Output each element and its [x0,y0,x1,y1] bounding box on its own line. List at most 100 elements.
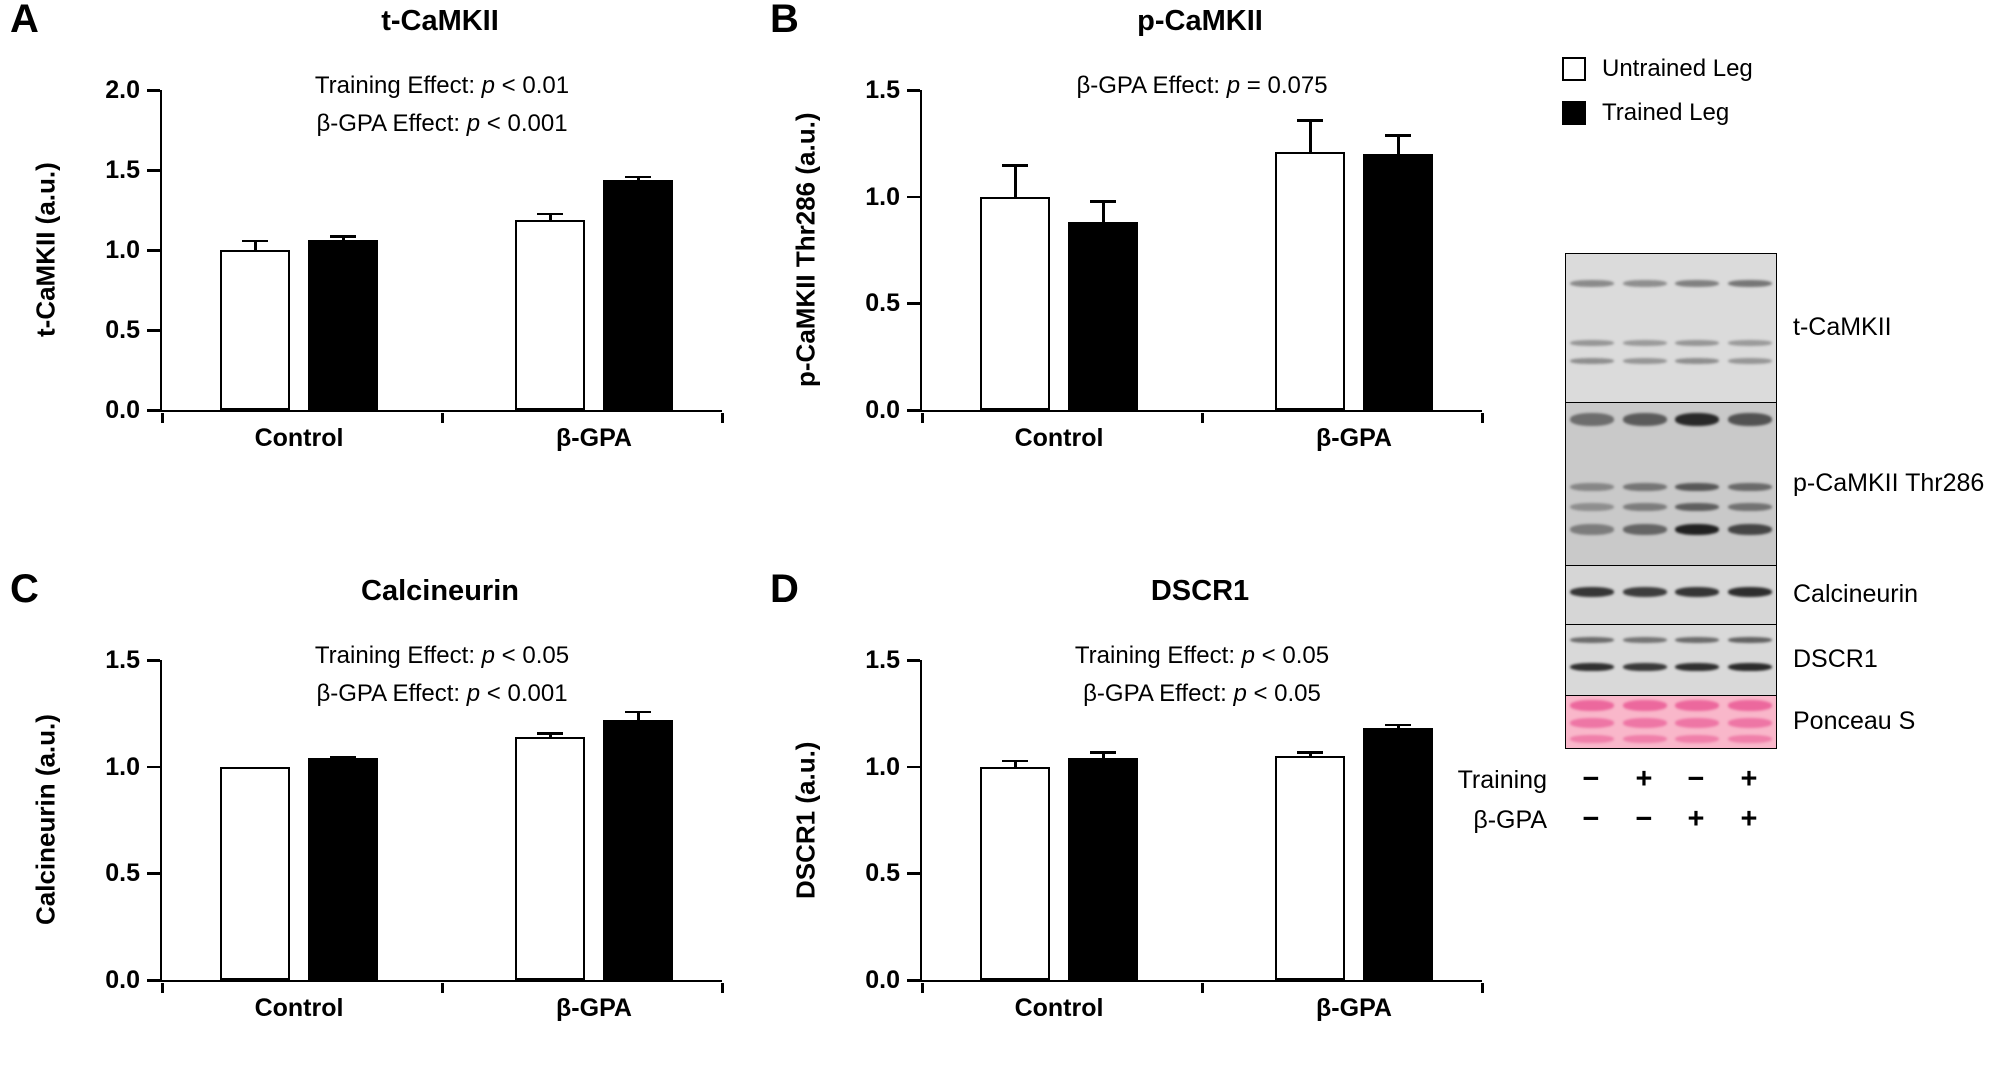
stats-annotations: Training Effect: p < 0.01 β-GPA Effect: p… [162,72,722,148]
blot-band [1728,523,1772,535]
bar-untrained [220,250,290,410]
blot-strip-3 [1566,624,1776,695]
panel-b: B p-CaMKII p-CaMKII Thr286 (a.u.) 0.0 0.5… [770,0,1510,495]
legend-item-trained: Trained Leg [1562,99,1753,127]
y-axis-tick-label: 1.5 [865,646,900,674]
blot-band [1675,357,1719,364]
condition-sign: + [1687,803,1705,835]
error-bar-cap [1385,134,1411,137]
blot-row-label: Calcineurin [1793,580,1919,608]
category-label: β-GPA [1316,994,1392,1022]
error-bar-cap [537,732,563,735]
condition-sign: + [1635,763,1653,795]
western-blot-panel: t-CaMKII p-CaMKII Thr286 Calcineurin DSCR1 P… [1458,253,1985,843]
error-bar-cap [625,710,651,714]
blot-row-label: t-CaMKII [1793,313,1892,341]
error-bar-cap [330,235,356,238]
y-axis-tick-label: 2.0 [105,76,140,104]
blot-band [1623,483,1667,492]
bar-untrained [980,766,1050,980]
y-axis-tick-label: 0.0 [105,966,140,994]
bar-untrained [1275,151,1345,410]
blot-band [1570,412,1614,426]
blot-band [1623,502,1667,511]
y-axis-tick-label: 0.0 [865,396,900,424]
x-axis-tick [921,412,924,423]
blot-band [1570,339,1614,346]
condition-row: Training − + − + [1458,763,1775,803]
blot-band [1623,412,1667,426]
legend-label: Untrained Leg [1602,55,1753,82]
chart-title: t-CaMKII [381,5,499,37]
blot-band [1728,734,1772,743]
blot-band [1728,699,1772,711]
blot-band [1570,523,1614,535]
category-label: Control [254,424,344,452]
stats-annotation: β-GPA Effect: p < 0.001 [316,110,568,137]
bar-untrained [220,766,290,980]
error-bar-cap [330,755,356,758]
y-axis-tick [907,659,920,662]
y-axis-tick-label: 0.5 [105,316,140,344]
condition-sign: − [1582,803,1600,835]
x-axis-tick [1201,412,1204,423]
y-axis-tick [147,659,160,662]
blot-strip-0 [1566,254,1776,402]
y-axis-label: t-CaMKII (a.u.) [30,162,61,338]
error-bar-line [1014,760,1017,767]
x-axis-tick [721,412,724,423]
p-symbol: p [1226,72,1241,99]
error-bar-line [549,732,552,737]
y-axis-label: Calcineurin (a.u.) [30,714,61,926]
blot-band [1675,718,1719,729]
p-symbol: p [481,72,496,99]
blot-conditions: Training − + − + β-GPA − − + + [1458,763,1775,843]
blot-band [1728,663,1772,671]
legend-label: Trained Leg [1602,99,1730,126]
x-axis-tick [721,982,724,993]
plot-area: 0.0 0.5 1.0 1.5 Training Effect: p < 0.05 β-G… [865,642,1484,1022]
category-label: β-GPA [556,424,632,452]
condition-sign: + [1740,803,1758,835]
blot-row-label: DSCR1 [1793,645,1878,673]
blot-row-label: Ponceau S [1793,707,1916,735]
blot-band [1570,699,1614,711]
error-bar-line [1309,751,1312,756]
p-symbol: p [1233,680,1247,707]
x-axis-tick [441,982,444,993]
blot-band [1570,280,1614,288]
error-bar-cap [1297,751,1323,754]
x-axis-tick [1481,412,1484,423]
stats-annotations: Training Effect: p < 0.05 β-GPA Effect: p… [162,642,722,718]
y-axis-tick-label: 0.5 [865,289,900,318]
blot-band [1570,718,1614,729]
blot-image [1565,253,1777,749]
category-label: Control [1014,994,1104,1022]
blot-band [1728,339,1772,346]
y-axis-tick [147,249,160,252]
stats-annotation: β-GPA Effect: p < 0.001 [316,680,568,707]
stats-annotation: Training Effect: p < 0.01 [314,72,570,99]
stats-annotations: β-GPA Effect: p = 0.075 [922,72,1482,110]
category-label: β-GPA [556,994,632,1022]
panel-letter: A [10,0,39,41]
panel-a: A t-CaMKII t-CaMKII (a.u.) 0.0 0.5 1.0 1.5 2… [10,0,750,495]
condition-sign: − [1582,763,1600,795]
error-bar-line [1102,751,1105,759]
error-bar-line [1014,164,1017,197]
bar-untrained [980,196,1050,410]
blot-band [1728,483,1772,492]
blot-band [1728,587,1772,598]
bar-untrained [1275,756,1345,980]
y-axis-tick-label: 1.5 [105,156,140,184]
stats-annotation: β-GPA Effect: p = 0.075 [1076,72,1328,99]
y-axis-label: p-CaMKII Thr286 (a.u.) [790,112,821,388]
error-bar-cap [1002,759,1028,763]
chart-title: p-CaMKII [1137,5,1263,37]
blot-row-label: p-CaMKII Thr286 [1793,469,1985,497]
condition-row: β-GPA − − + + [1473,803,1775,843]
plot-area: 0.0 0.5 1.0 1.5 β-GPA Effect: p = 0.075 Contr… [865,72,1484,452]
y-axis-tick [147,765,160,769]
condition-label: β-GPA [1473,806,1547,834]
y-axis-tick [907,409,920,412]
